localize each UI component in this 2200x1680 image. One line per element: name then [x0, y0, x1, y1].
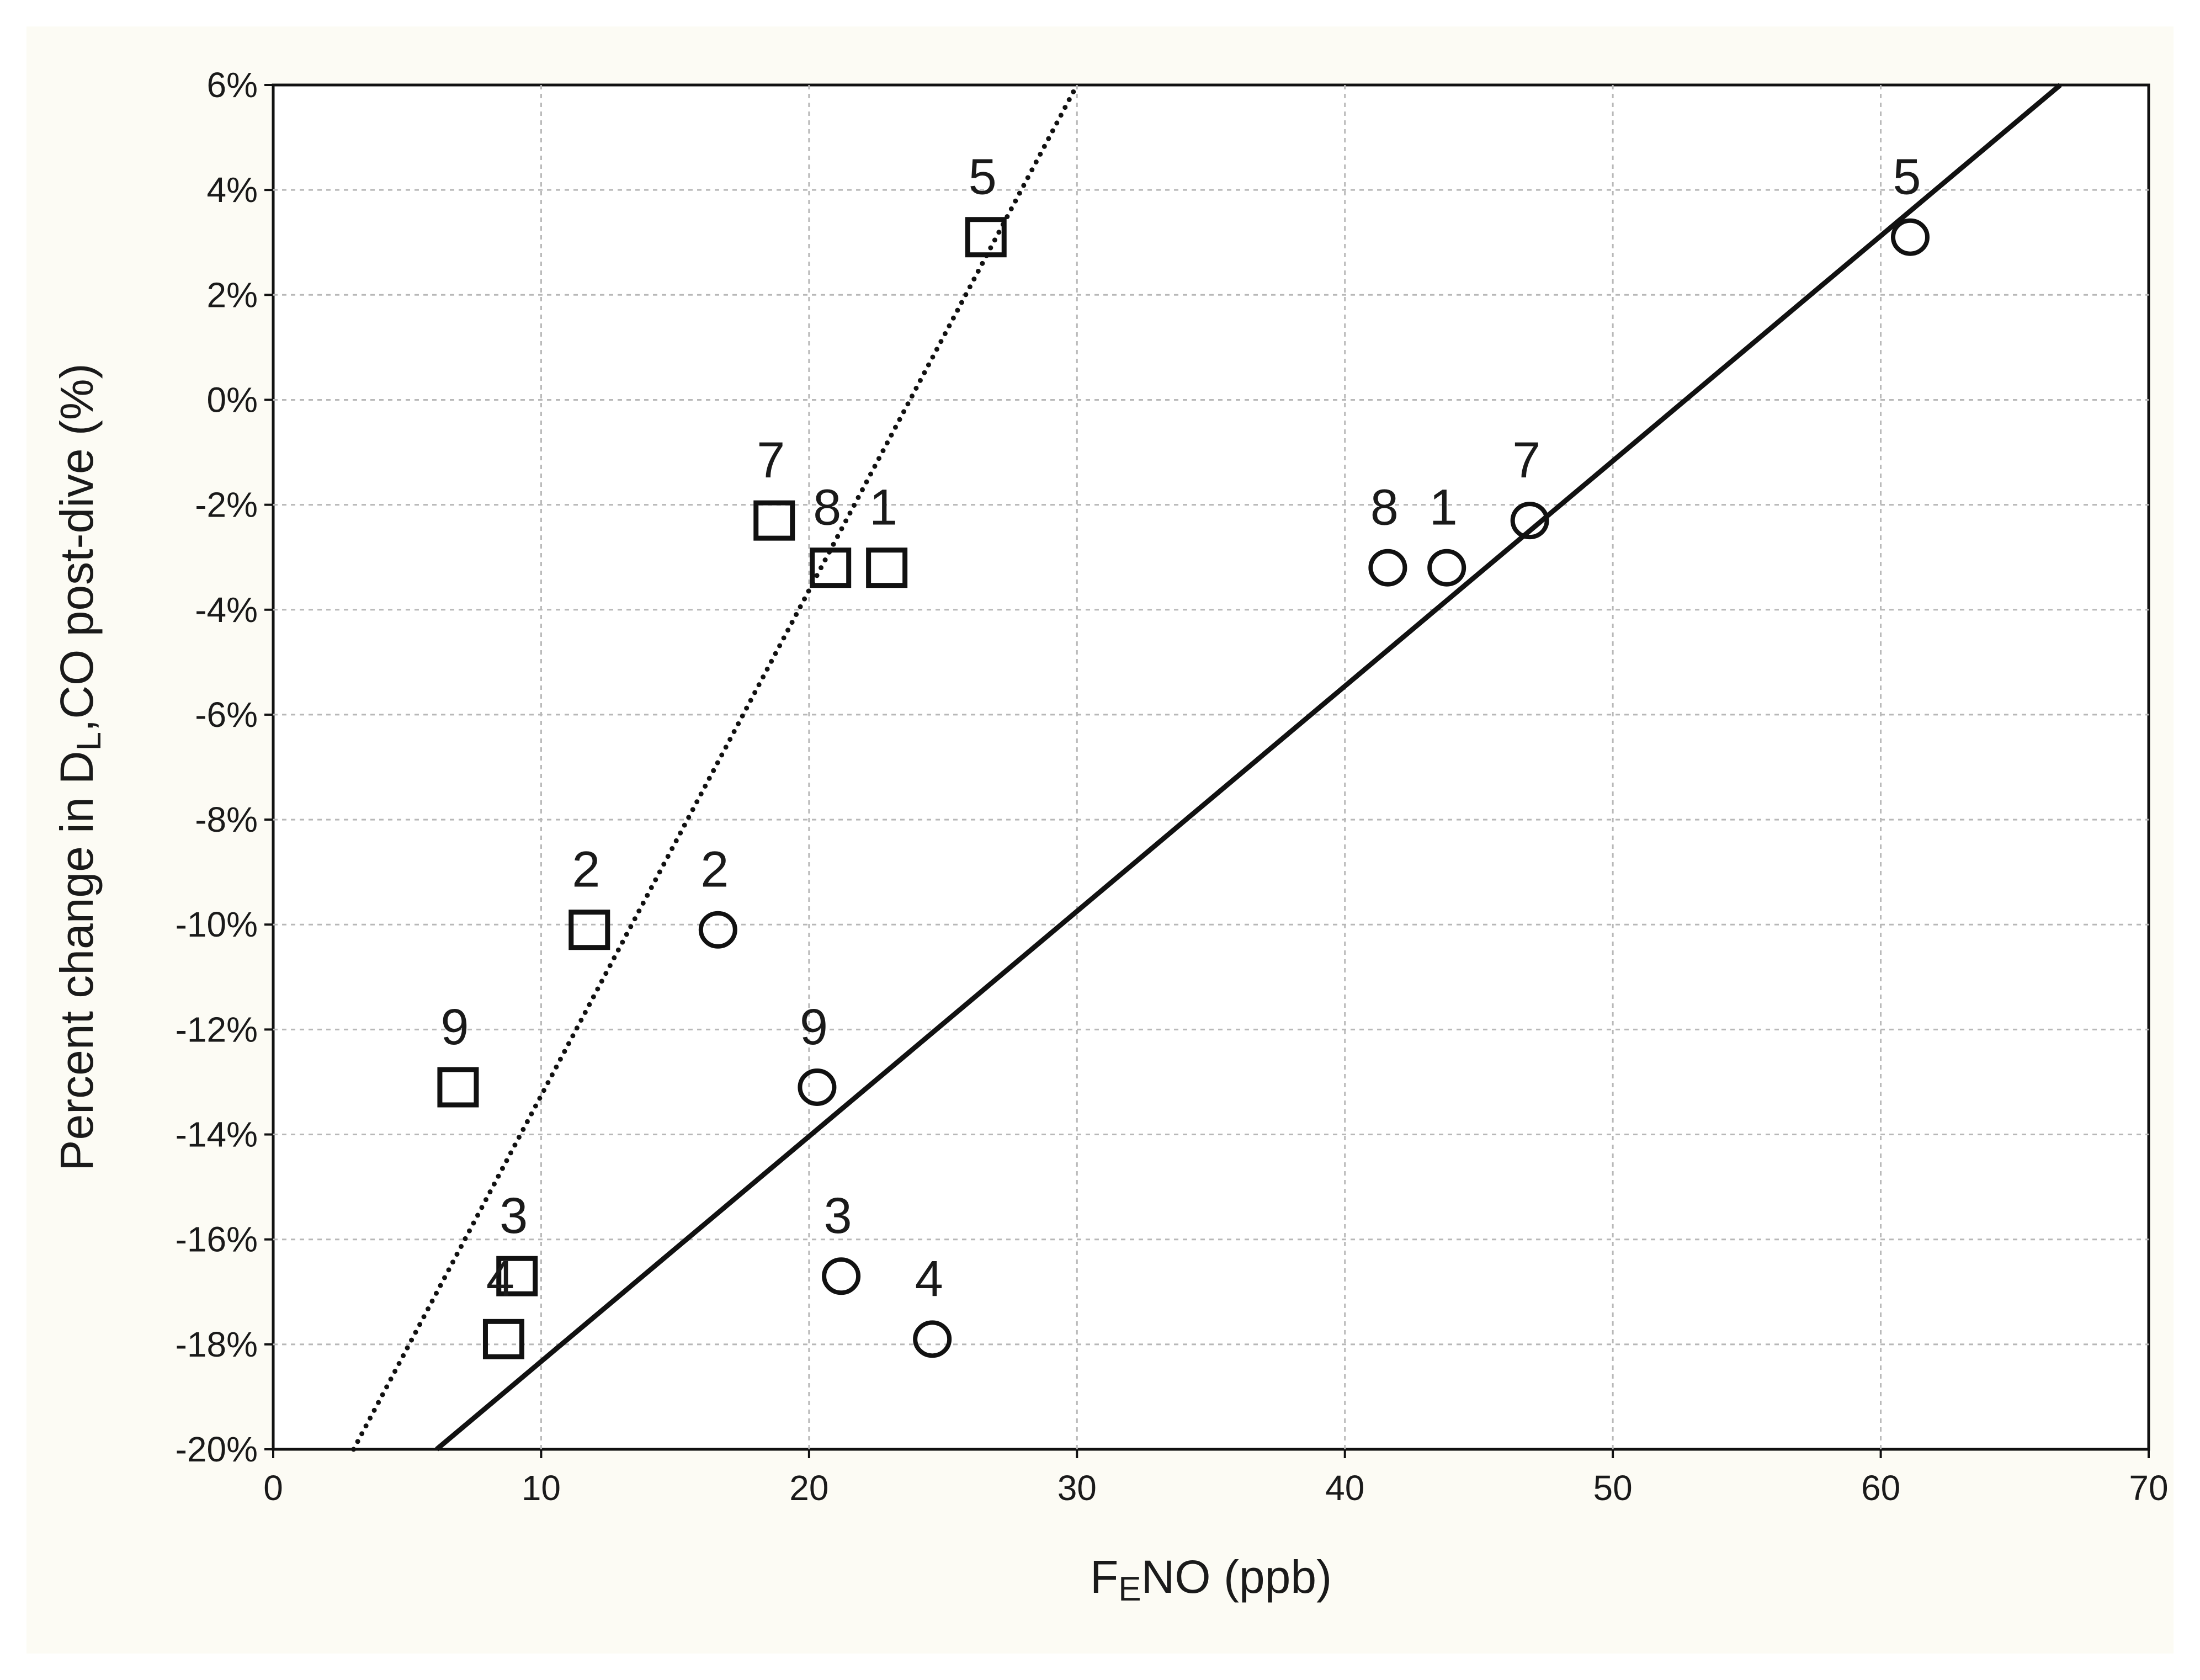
x-tick-label: 40: [1325, 1468, 1364, 1508]
circle-point-label: 3: [824, 1188, 852, 1244]
x-tick-label: 30: [1058, 1468, 1097, 1508]
circle-point-label: 9: [800, 999, 828, 1055]
y-tick-label: -14%: [176, 1115, 258, 1155]
grid-lines: [273, 85, 2149, 1449]
fit-lines: [351, 82, 2062, 1452]
circle-point: [822, 1257, 861, 1295]
x-axis-title-rest: NO (ppb): [1141, 1551, 1332, 1603]
y-tick-label: -6%: [195, 695, 258, 735]
x-tick-label: 50: [1593, 1468, 1633, 1508]
square-point: [753, 500, 795, 541]
square-point-label: 2: [572, 842, 600, 898]
square-point: [866, 547, 908, 588]
circle-point-label: 8: [1370, 480, 1399, 536]
y-tick-label: -2%: [195, 485, 258, 525]
circle-point-label: 2: [700, 842, 729, 898]
x-axis-title-subscript: E: [1118, 1570, 1141, 1608]
x-tick-label: 70: [2129, 1468, 2168, 1508]
y-tick-label: 0%: [207, 380, 258, 419]
y-tick-label: 2%: [207, 275, 258, 315]
circle-point: [1427, 549, 1466, 587]
x-tick-label: 10: [522, 1468, 561, 1508]
y-tick-label: -18%: [176, 1325, 258, 1364]
circle-point-label: 7: [1512, 432, 1540, 488]
square-point-label: 9: [440, 999, 469, 1055]
y-tick-label: -20%: [176, 1429, 258, 1469]
circle-point: [1510, 502, 1549, 540]
y-axis-title: Percent change in DL,CO post-dive (%): [51, 363, 108, 1171]
circle-point-label: 1: [1430, 480, 1458, 536]
solid-fit-line: [435, 83, 2062, 1452]
square-point-label: 4: [486, 1251, 514, 1307]
y-axis-title-rest: ,CO post-dive (%): [51, 363, 103, 732]
dotted-fit-line: [351, 82, 1080, 1452]
y-tick-label: -4%: [195, 590, 258, 630]
x-axis-title-main: F: [1090, 1551, 1118, 1603]
circle-point: [798, 1068, 837, 1106]
axis-ticks: 0 10 20 30 40 50 60 70 -20% -18% -16% -14% -12% -10% -…: [176, 65, 2169, 1508]
circle-point: [1890, 218, 1930, 256]
plot-area: [272, 83, 2150, 1451]
x-tick-label: 0: [263, 1468, 283, 1508]
y-tick-label: -10%: [176, 905, 258, 944]
chart-frame: 0 10 20 30 40 50 60 70 -20% -18% -16% -14% -12% -10% -…: [26, 26, 2174, 1654]
square-point: [568, 910, 610, 950]
square-point: [965, 217, 1007, 258]
y-tick-label: -16%: [176, 1220, 258, 1259]
y-tick-label: -12%: [176, 1009, 258, 1049]
square-point: [496, 1256, 538, 1296]
y-tick-label: 4%: [207, 170, 258, 210]
square-point-label: 5: [969, 149, 997, 205]
circle-point-label: 5: [1893, 149, 1921, 205]
circle-point: [1368, 549, 1407, 587]
circle-point: [698, 911, 737, 949]
x-tick-label: 20: [789, 1468, 828, 1508]
circle-point-label: 4: [915, 1251, 943, 1307]
square-point: [482, 1319, 524, 1359]
data-points: [437, 217, 1930, 1359]
y-axis-title-main: Percent change in D: [51, 751, 103, 1171]
x-axis-title: FENO (ppb): [1090, 1551, 1332, 1608]
square-point: [437, 1067, 479, 1108]
square-point: [810, 547, 852, 588]
square-point-label: 7: [757, 432, 785, 488]
x-tick-label: 60: [1861, 1468, 1900, 1508]
y-tick-label: -8%: [195, 800, 258, 839]
circle-point: [913, 1320, 952, 1358]
square-point-label: 1: [869, 480, 897, 536]
y-axis-title-subscript: L: [70, 732, 108, 751]
square-point-label: 3: [499, 1188, 528, 1244]
scatter-chart: 0 10 20 30 40 50 60 70 -20% -18% -16% -14% -12% -10% -…: [51, 65, 2169, 1608]
y-tick-label: 6%: [207, 65, 258, 105]
square-point-label: 8: [813, 480, 841, 536]
